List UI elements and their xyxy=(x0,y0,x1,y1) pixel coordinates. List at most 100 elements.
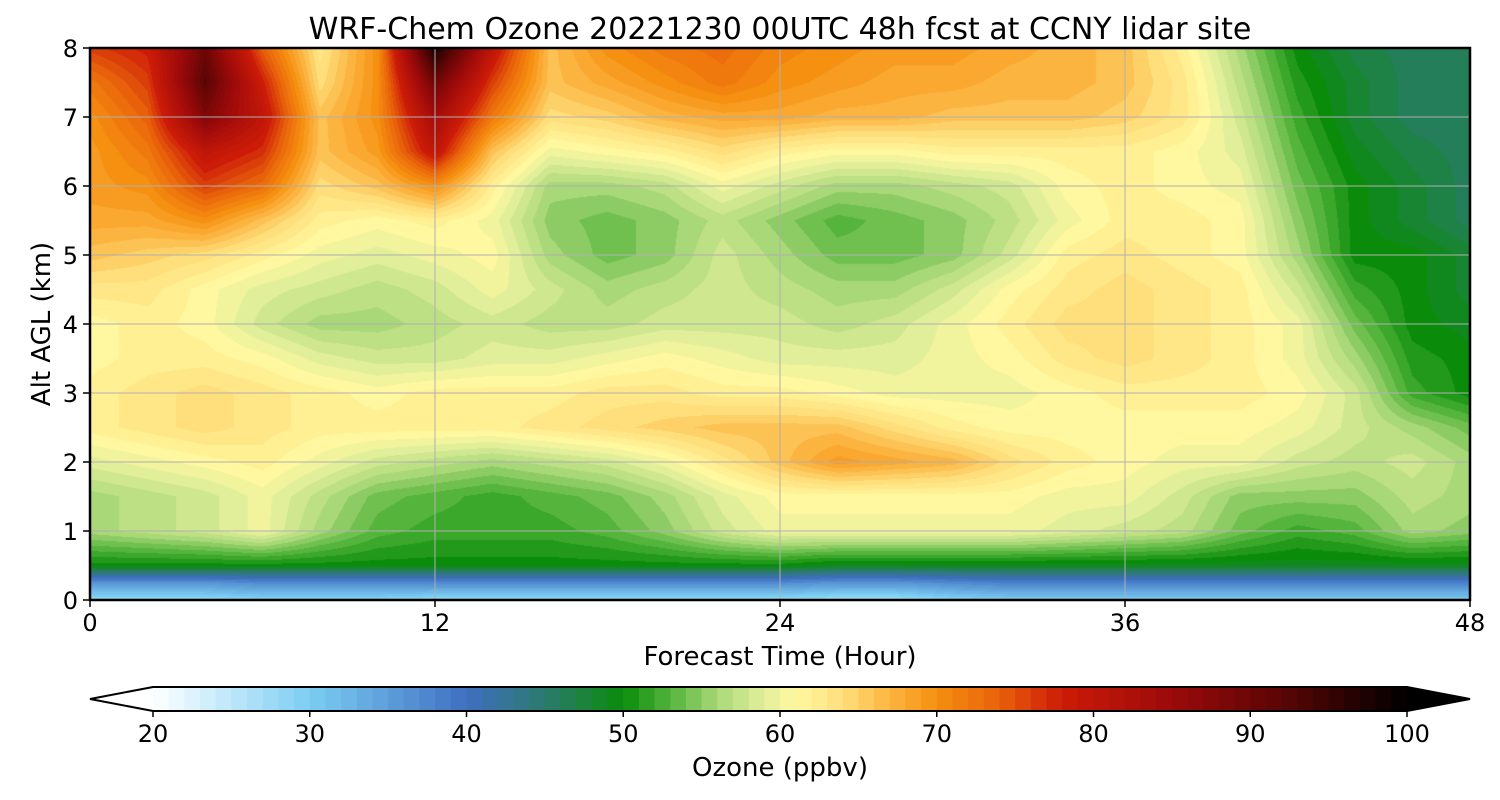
colorbar-segment xyxy=(717,687,734,711)
colorbar-segment xyxy=(1234,687,1251,711)
y-tick-label: 7 xyxy=(63,104,78,132)
colorbar-segment xyxy=(215,687,232,711)
colorbar-segment xyxy=(701,687,718,711)
colorbar-segment xyxy=(419,687,436,711)
colorbar-segment xyxy=(513,687,530,711)
colorbar-segment xyxy=(482,687,499,711)
colorbar-segment xyxy=(795,687,812,711)
colorbar-segment xyxy=(435,687,452,711)
colorbar-segment xyxy=(231,687,248,711)
colorbar-segment xyxy=(638,687,656,711)
x-tick-label: 12 xyxy=(420,609,451,637)
colorbar-segment xyxy=(952,687,969,711)
colorbar-segment xyxy=(1140,687,1157,711)
colorbar-segment xyxy=(262,687,279,711)
colorbar-segment xyxy=(858,687,875,711)
colorbar-segment xyxy=(560,687,577,711)
colorbar-segment xyxy=(1171,687,1189,711)
colorbar-segment xyxy=(1359,687,1377,711)
colorbar-segment xyxy=(874,687,891,711)
colorbar-segment xyxy=(1328,687,1345,711)
x-tick-label: 0 xyxy=(82,609,97,637)
colorbar-segment xyxy=(1297,687,1314,711)
colorbar-segment xyxy=(1218,687,1236,711)
colorbar-segment xyxy=(1077,687,1095,711)
colorbar-segment xyxy=(905,687,922,711)
colorbar-segment xyxy=(1375,687,1392,711)
x-axis: 0 12 24 36 48 xyxy=(82,600,1485,637)
x-tick-label: 24 xyxy=(765,609,796,637)
y-tick-label: 8 xyxy=(63,35,78,63)
colorbar-segment xyxy=(168,687,185,711)
x-tick-label: 48 xyxy=(1455,609,1486,637)
y-tick-label: 1 xyxy=(63,518,78,546)
colorbar-tick-label: 100 xyxy=(1384,720,1430,748)
colorbar-tick-label: 70 xyxy=(921,720,952,748)
colorbar-segment xyxy=(497,687,515,711)
colorbar-segment xyxy=(153,687,170,711)
colorbar-segment xyxy=(356,687,374,711)
colorbar-ticks: 20 30 40 50 60 70 80 90 100 xyxy=(138,711,1430,748)
colorbar-tick-label: 20 xyxy=(138,720,169,748)
colorbar-segment xyxy=(294,687,311,711)
colorbar-segment xyxy=(654,687,671,711)
y-axis: 0 1 2 3 4 5 6 7 8 xyxy=(63,35,90,615)
colorbar-segment xyxy=(968,687,985,711)
colorbar-tick-label: 90 xyxy=(1235,720,1266,748)
y-tick-label: 0 xyxy=(63,587,78,615)
colorbar-segment xyxy=(309,687,327,711)
colorbar-segment xyxy=(685,687,703,711)
colorbar-segment xyxy=(591,687,609,711)
colorbar-segment xyxy=(1391,687,1408,711)
colorbar-segment xyxy=(388,687,405,711)
colorbar-tick-label: 30 xyxy=(294,720,325,748)
colorbar-segment xyxy=(1062,687,1079,711)
colorbar-segment xyxy=(811,687,828,711)
colorbar-segment xyxy=(1312,687,1330,711)
colorbar-under-arrow xyxy=(90,687,153,711)
colorbar-segment xyxy=(732,687,750,711)
colorbar-segment xyxy=(1344,687,1361,711)
colorbar-segment xyxy=(529,687,546,711)
colorbar-segment xyxy=(1281,687,1298,711)
y-tick-label: 3 xyxy=(63,380,78,408)
colorbar-segment xyxy=(1265,687,1283,711)
colorbar-segment xyxy=(983,687,1001,711)
colorbar xyxy=(89,686,1471,712)
colorbar-segment xyxy=(372,687,389,711)
colorbar-segment xyxy=(670,687,687,711)
colorbar-segment xyxy=(184,687,201,711)
colorbar-over-arrow xyxy=(1407,687,1470,711)
colorbar-segment xyxy=(1093,687,1110,711)
colorbar-segment xyxy=(780,687,797,711)
colorbar-segment xyxy=(921,687,938,711)
x-axis-label: Forecast Time (Hour) xyxy=(643,642,916,672)
chart-title: WRF-Chem Ozone 20221230 00UTC 48h fcst a… xyxy=(309,12,1252,47)
colorbar-segment xyxy=(1015,687,1032,711)
colorbar-segment xyxy=(576,687,593,711)
colorbar-segment xyxy=(466,687,483,711)
colorbar-segment xyxy=(1124,687,1142,711)
colorbar-segment xyxy=(889,687,906,711)
y-tick-label: 6 xyxy=(63,173,78,201)
colorbar-segment xyxy=(607,687,624,711)
colorbar-segment xyxy=(842,687,859,711)
colorbar-tick-label: 40 xyxy=(451,720,482,748)
colorbar-segment xyxy=(247,687,264,711)
colorbar-label: Ozone (ppbv) xyxy=(692,753,868,783)
colorbar-segment xyxy=(341,687,358,711)
y-tick-label: 5 xyxy=(63,242,78,270)
y-axis-label: Alt AGL (km) xyxy=(27,242,57,406)
colorbar-segment xyxy=(544,687,562,711)
colorbar-segment xyxy=(325,687,342,711)
colorbar-segment xyxy=(764,687,781,711)
colorbar-segment xyxy=(1046,687,1063,711)
y-tick-label: 2 xyxy=(63,449,78,477)
colorbar-segment xyxy=(1250,687,1267,711)
colorbar-tick-label: 80 xyxy=(1078,720,1109,748)
colorbar-segment xyxy=(623,687,640,711)
colorbar-segment xyxy=(403,687,421,711)
colorbar-segment xyxy=(748,687,765,711)
colorbar-segment xyxy=(827,687,844,711)
